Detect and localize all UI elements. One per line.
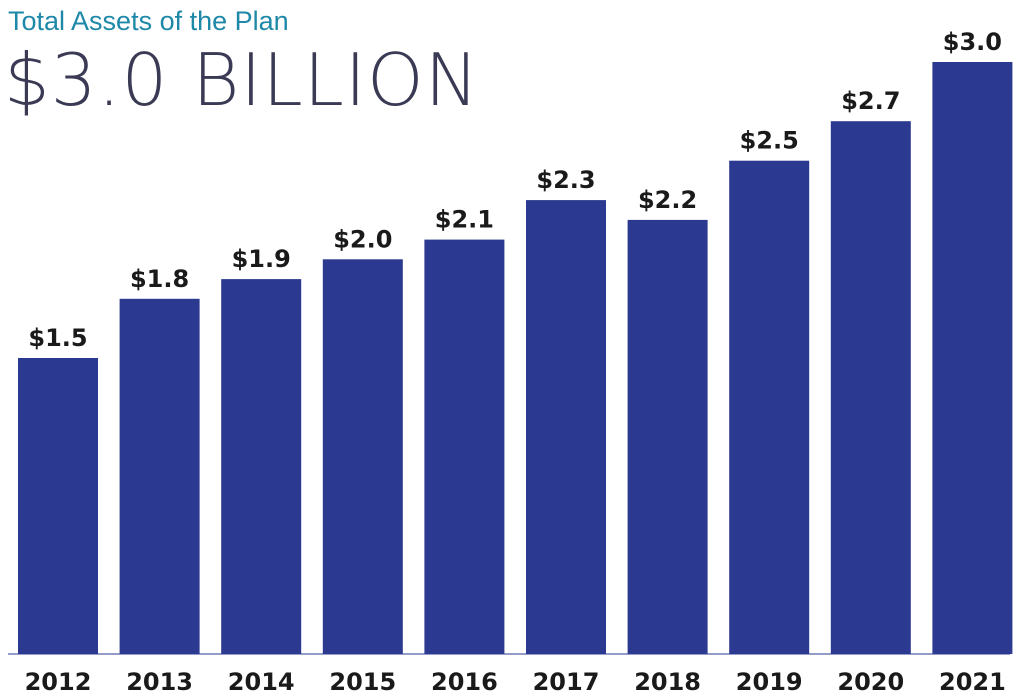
bars-layer bbox=[8, 62, 1013, 655]
bar-2013 bbox=[119, 298, 200, 654]
bar-2012 bbox=[18, 358, 98, 654]
x-tick-label-2017: 2017 bbox=[533, 668, 600, 696]
data-label-2019: $2.5 bbox=[740, 127, 799, 155]
data-label-2015: $2.0 bbox=[333, 225, 392, 253]
total-assets-headline: $3.0 BILLION bbox=[4, 38, 480, 122]
x-tick-label-2020: 2020 bbox=[837, 668, 904, 696]
x-tick-label-2018: 2018 bbox=[634, 668, 701, 696]
data-label-2021: $3.0 bbox=[943, 28, 1002, 56]
x-tick-label-2013: 2013 bbox=[126, 668, 193, 696]
data-label-2016: $2.1 bbox=[435, 206, 494, 234]
bar-2019 bbox=[729, 160, 810, 654]
data-labels-layer: $1.5 $1.8 $1.9 $2.0 $2.1 $2.3 $2.2 $2.5 $2.7 $3.0 bbox=[28, 28, 1002, 352]
x-tick-label-2019: 2019 bbox=[736, 668, 803, 696]
chart-subtitle: Total Assets of the Plan bbox=[8, 6, 289, 36]
data-label-2017: $2.3 bbox=[536, 166, 595, 194]
data-label-2012: $1.5 bbox=[28, 324, 87, 352]
bar-2018 bbox=[627, 219, 708, 654]
data-label-2020: $2.7 bbox=[841, 87, 900, 115]
bar-2020 bbox=[830, 121, 911, 654]
x-tick-label-2015: 2015 bbox=[329, 668, 396, 696]
x-tick-label-2021: 2021 bbox=[939, 668, 1006, 696]
data-label-2018: $2.2 bbox=[638, 186, 697, 214]
bar-2016 bbox=[424, 239, 505, 654]
data-label-2014: $1.9 bbox=[232, 245, 291, 273]
x-axis-ticks-layer: 2012 2013 2014 2015 2016 2017 2018 2019 2020 2021 bbox=[25, 668, 1006, 696]
x-tick-label-2014: 2014 bbox=[228, 668, 295, 696]
bar-2021 bbox=[932, 62, 1013, 654]
bar-2017 bbox=[526, 200, 606, 654]
x-tick-label-2016: 2016 bbox=[431, 668, 498, 696]
bar-2014 bbox=[221, 279, 302, 654]
x-tick-label-2012: 2012 bbox=[25, 668, 92, 696]
bar-2015 bbox=[322, 259, 403, 654]
data-label-2013: $1.8 bbox=[130, 265, 189, 293]
